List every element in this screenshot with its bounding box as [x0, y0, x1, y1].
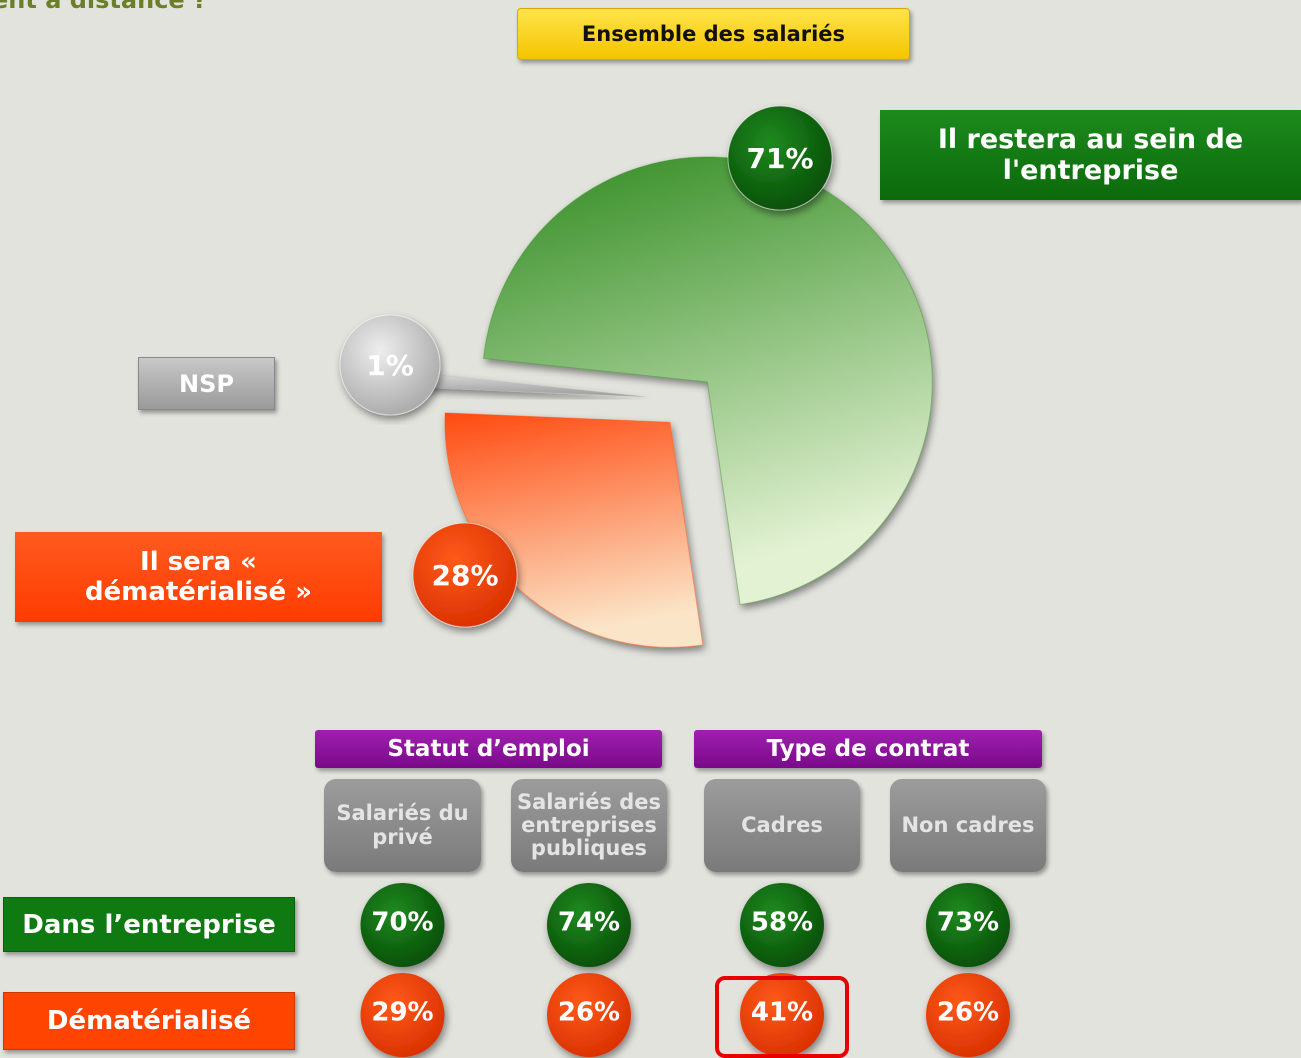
- cell-value: 58%: [751, 908, 813, 938]
- legend-box: NSP: [138, 357, 275, 410]
- row-label: Dans l’entreprise: [3, 897, 295, 952]
- column-header: Cadres: [704, 779, 860, 872]
- value-bubble: [360, 883, 445, 967]
- value-label: 71%: [746, 142, 813, 175]
- value-bubble: [412, 522, 518, 628]
- column-header: Salariés des entreprises publiques: [511, 779, 667, 872]
- cell-value: 41%: [751, 998, 813, 1028]
- group-header: Statut d’emploi: [315, 730, 662, 768]
- value-bubble: [547, 883, 631, 967]
- value-bubble: [547, 973, 631, 1057]
- legend-box: Il sera « dématérialisé »: [15, 532, 382, 622]
- chart-title: Ensemble des salariés: [517, 8, 910, 60]
- value-bubble: [360, 973, 445, 1057]
- cell-value: 26%: [558, 998, 620, 1028]
- value-label: 1%: [366, 349, 414, 382]
- header-fragment: ent à distance ?: [0, 0, 207, 14]
- cell-value: 70%: [371, 908, 433, 938]
- pie-slice: [444, 412, 704, 648]
- cell-value: 73%: [937, 908, 999, 938]
- pie-slice: [482, 156, 933, 606]
- column-header: Non cadres: [890, 779, 1046, 872]
- value-bubble: [926, 973, 1010, 1057]
- value-bubble: [740, 973, 824, 1057]
- highlight-box: [715, 976, 849, 1058]
- group-header: Type de contrat: [694, 730, 1042, 768]
- value-bubble: [727, 105, 833, 211]
- value-bubble: [339, 314, 441, 416]
- value-label: 28%: [431, 559, 498, 592]
- cell-value: 74%: [558, 908, 620, 938]
- pie-slice: [419, 372, 646, 398]
- legend-box: Il restera au sein de l'entreprise: [880, 110, 1301, 200]
- column-header: Salariés du privé: [324, 779, 481, 872]
- value-bubble: [740, 883, 824, 967]
- cell-value: 26%: [937, 998, 999, 1028]
- value-bubble: [926, 883, 1010, 967]
- cell-value: 29%: [371, 998, 433, 1028]
- row-label: Dématérialisé: [3, 992, 295, 1050]
